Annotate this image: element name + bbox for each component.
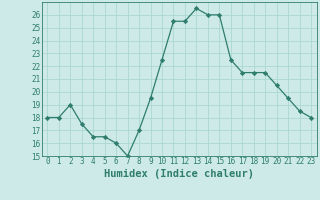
X-axis label: Humidex (Indice chaleur): Humidex (Indice chaleur) bbox=[104, 169, 254, 179]
